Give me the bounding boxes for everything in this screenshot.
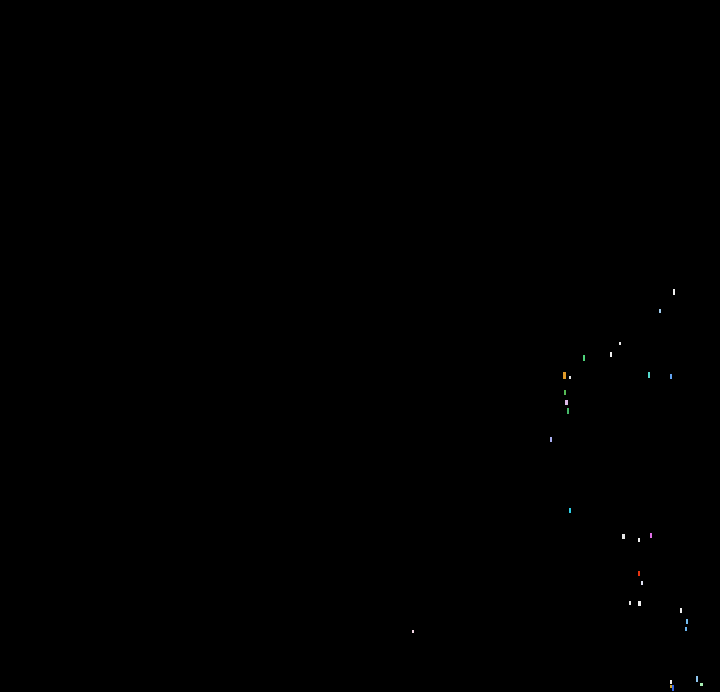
pixel-artifact [563, 372, 566, 379]
pixel-artifact [550, 437, 552, 442]
pixel-artifact [648, 372, 650, 378]
pixel-artifact [619, 342, 621, 345]
pixel-artifact [672, 685, 674, 691]
pixel-artifact [670, 685, 672, 688]
pixel-artifact [685, 627, 687, 631]
pixel-artifact [650, 533, 652, 538]
pixel-artifact [680, 608, 682, 613]
pixel-artifact [638, 538, 640, 542]
pixel-artifact [670, 374, 672, 379]
pixel-artifact [659, 309, 661, 313]
pixel-artifact [622, 534, 625, 539]
pixel-artifact [686, 619, 688, 624]
pixel-artifact [670, 680, 672, 684]
pixel-artifact [638, 571, 640, 576]
pixel-artifact [696, 676, 698, 682]
pixel-artifact [641, 581, 643, 585]
pixel-artifact [700, 683, 703, 686]
pixel-artifact [564, 390, 566, 395]
pixel-artifact [629, 601, 631, 605]
pixel-artifact [610, 352, 612, 357]
pixel-artifact [673, 289, 675, 295]
pixel-artifact [412, 630, 414, 633]
pixel-artifact [638, 601, 641, 606]
pixel-artifact [569, 376, 571, 379]
pixel-artifact [583, 355, 585, 361]
pixel-artifact [567, 408, 569, 414]
pixel-artifact [569, 508, 571, 513]
pixel-artifact [565, 400, 568, 405]
